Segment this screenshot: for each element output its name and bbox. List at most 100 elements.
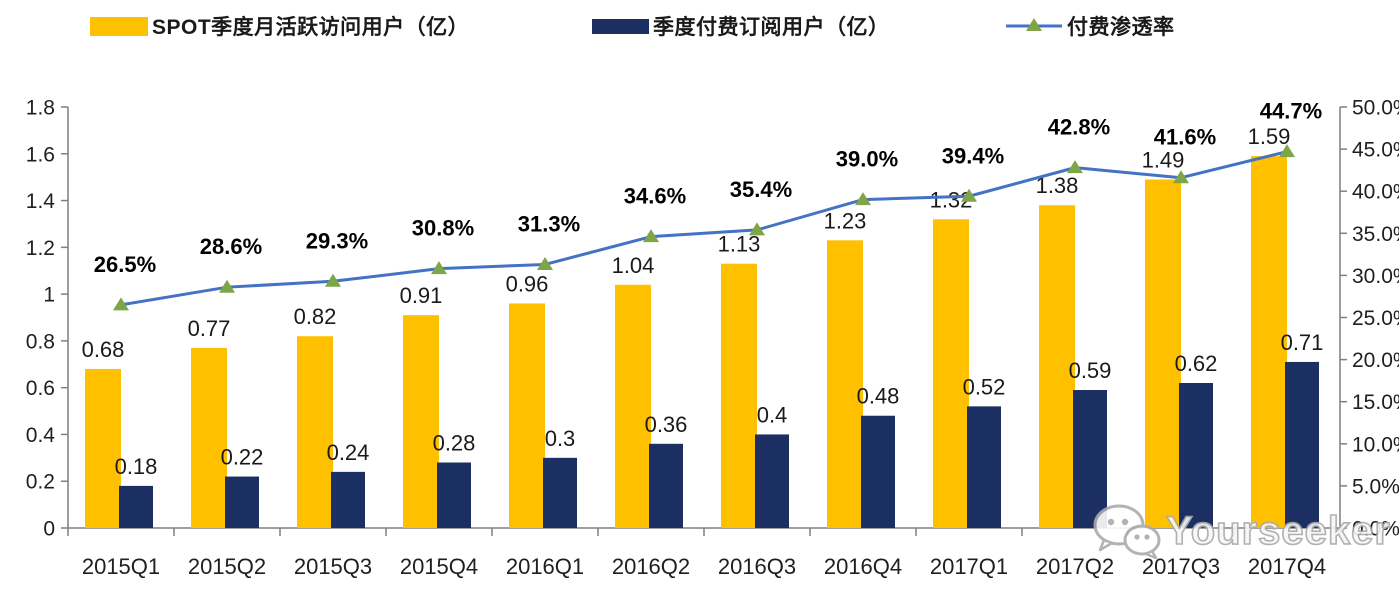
subscriber-value-label: 0.52: [963, 374, 1006, 399]
penetration-marker: [1279, 144, 1295, 158]
left-axis-tick-label: 0.8: [26, 330, 55, 353]
chart-legend: SPOT季度月活跃访问用户（亿） 季度付费订阅用户（亿） 付费渗透率: [0, 0, 1399, 50]
subscriber-value-label: 0.62: [1175, 351, 1218, 376]
subscribers-bar-swatch: [592, 18, 649, 34]
bar-subscribers: [861, 415, 895, 528]
right-axis-tick-label: 35.0%: [1352, 223, 1399, 246]
left-axis-tick-label: 0: [43, 518, 55, 541]
penetration-marker: [1067, 160, 1083, 174]
right-axis-tick-label: 5.0%: [1352, 475, 1399, 498]
right-axis-tick-label: 40.0%: [1352, 181, 1399, 204]
bar-mau: [509, 303, 545, 528]
bar-mau: [297, 336, 333, 528]
x-axis-category-label: 2016Q4: [824, 554, 902, 579]
bar-subscribers: [967, 406, 1001, 528]
subscriber-value-label: 0.4: [757, 402, 788, 427]
left-axis-tick-label: 0.4: [26, 424, 56, 447]
left-axis-tick-label: 1.6: [26, 143, 55, 166]
mau-value-label: 0.96: [506, 271, 549, 296]
bar-subscribers: [225, 476, 259, 528]
subscriber-value-label: 0.22: [221, 445, 264, 470]
bar-subscribers: [1073, 390, 1107, 528]
bar-subscribers: [1285, 361, 1319, 528]
x-axis-category-label: 2015Q3: [294, 554, 372, 579]
penetration-value-label: 44.7%: [1260, 99, 1322, 124]
right-axis-tick-label: 10.0%: [1352, 433, 1399, 456]
mau-bar-swatch: [90, 16, 148, 36]
bar-mau: [1145, 179, 1181, 528]
bar-mau: [1039, 205, 1075, 528]
penetration-marker: [113, 297, 129, 311]
bar-mau: [403, 315, 439, 528]
bar-subscribers: [649, 443, 683, 528]
bar-mau: [1251, 156, 1287, 528]
bar-mau: [615, 284, 651, 528]
right-axis-tick-label: 0.0%: [1352, 518, 1399, 541]
x-axis-category-label: 2016Q1: [506, 554, 584, 579]
mau-value-label: 1.59: [1248, 124, 1291, 149]
left-axis-tick-label: 1: [43, 284, 55, 307]
penetration-value-label: 34.6%: [624, 184, 686, 209]
bar-subscribers: [331, 471, 365, 528]
subscriber-value-label: 0.48: [857, 384, 900, 409]
watermark-text: Yourseeker: [1165, 508, 1391, 554]
bar-subscribers: [119, 485, 153, 528]
x-axis-category-label: 2015Q4: [400, 554, 478, 579]
left-axis-tick-label: 0.6: [26, 377, 55, 400]
right-axis-tick-label: 50.0%: [1352, 97, 1399, 120]
penetration-value-label: 29.3%: [306, 228, 368, 253]
legend-item-subscribers: 季度付费订阅用户（亿）: [592, 11, 890, 41]
bar-mau: [721, 263, 757, 528]
penetration-value-label: 31.3%: [518, 211, 580, 236]
bar-mau: [933, 219, 969, 528]
penetration-marker: [643, 229, 659, 243]
penetration-marker: [431, 261, 447, 275]
bar-subscribers: [755, 434, 789, 528]
subscriber-value-label: 0.28: [433, 431, 476, 456]
penetration-marker: [1173, 170, 1189, 184]
penetration-line-swatch: [1006, 18, 1062, 31]
bar-subscribers: [543, 457, 577, 528]
penetration-marker: [855, 192, 871, 206]
legend-label-mau: SPOT季度月活跃访问用户（亿）: [152, 16, 470, 39]
right-axis-tick-label: 15.0%: [1352, 391, 1399, 414]
mau-value-label: 0.91: [400, 283, 443, 308]
legend-label-subscribers: 季度付费订阅用户（亿）: [653, 16, 890, 39]
mau-value-label: 1.04: [612, 253, 655, 278]
penetration-value-label: 35.4%: [730, 177, 792, 202]
right-axis-tick-label: 45.0%: [1352, 139, 1399, 162]
x-axis-category-label: 2016Q2: [612, 554, 690, 579]
legend-label-penetration: 付费渗透率: [1067, 16, 1175, 39]
mau-value-label: 1.13: [718, 232, 761, 257]
bar-mau: [85, 368, 121, 528]
penetration-value-label: 28.6%: [200, 234, 262, 259]
right-axis-tick-label: 25.0%: [1352, 307, 1399, 330]
subscriber-value-label: 0.3: [545, 426, 576, 451]
watermark: Yourseeker: [1092, 502, 1391, 560]
x-axis-category-label: 2017Q2: [1036, 554, 1114, 579]
x-axis-category-label: 2016Q3: [718, 554, 796, 579]
right-axis-tick-label: 20.0%: [1352, 349, 1399, 372]
left-axis-tick-label: 0.2: [26, 471, 55, 494]
mau-value-label: 0.82: [294, 304, 337, 329]
penetration-value-label: 26.5%: [94, 252, 156, 277]
mau-value-label: 0.77: [188, 316, 231, 341]
penetration-marker: [219, 279, 235, 293]
subscriber-value-label: 0.24: [327, 440, 370, 465]
bar-subscribers: [437, 462, 471, 528]
triangle-marker-icon: [1026, 18, 1042, 31]
subscriber-value-label: 0.59: [1069, 358, 1112, 383]
mau-value-label: 1.23: [824, 208, 867, 233]
subscriber-value-label: 0.36: [645, 412, 688, 437]
mau-value-label: 1.49: [1142, 148, 1185, 173]
left-axis-tick-label: 1.8: [26, 97, 55, 120]
x-axis-category-label: 2015Q1: [82, 554, 160, 579]
bar-subscribers: [1179, 382, 1213, 528]
bar-mau: [191, 347, 227, 528]
penetration-line: [120, 150, 1288, 307]
penetration-value-label: 39.4%: [942, 143, 1004, 168]
left-axis-tick-label: 1.2: [26, 237, 55, 260]
mau-value-label: 0.68: [82, 337, 125, 362]
